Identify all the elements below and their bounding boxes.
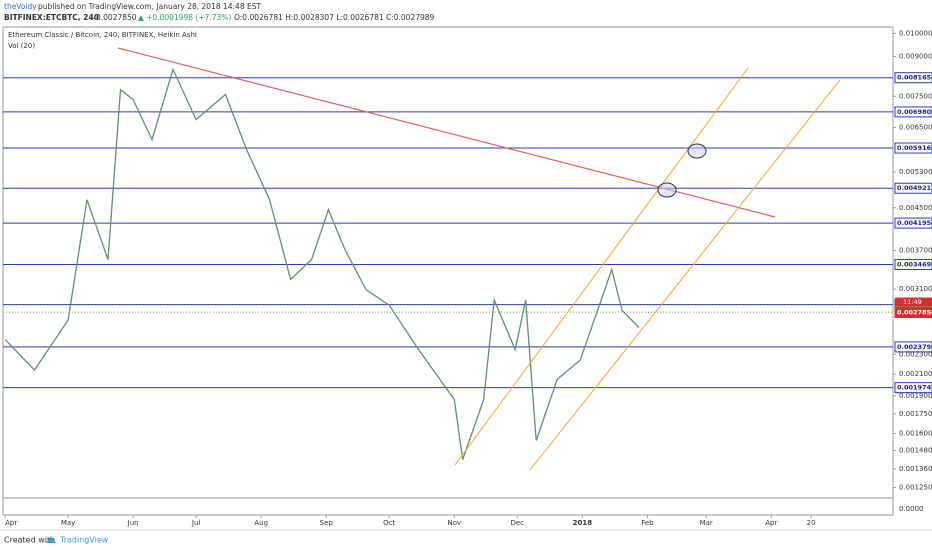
- x-tick-label: 2018: [573, 519, 593, 527]
- x-tick-label: Mar: [700, 519, 713, 527]
- logo: [46, 536, 56, 543]
- footer-created: Created with: [4, 536, 55, 545]
- x-tick-label: Nov: [447, 519, 461, 527]
- pane-subtitle: Vol (20): [8, 42, 35, 50]
- price-box-label: 0.0069808: [897, 108, 932, 116]
- bar-time: 11:49: [903, 298, 922, 306]
- volume-axis-label: 0.0000: [899, 505, 924, 513]
- x-tick-label: Jul: [191, 519, 201, 527]
- published: published on TradingView.com, January 28…: [38, 2, 261, 11]
- price-line: [4, 67, 640, 460]
- x-tick-label: Apr: [765, 519, 777, 527]
- pane-title: Ethereum Classic / Bitcoin, 240, BITFINE…: [8, 31, 197, 39]
- x-tick-label: Oct: [383, 519, 395, 527]
- plot: [4, 67, 640, 460]
- price-box: [894, 182, 932, 194]
- y-tick-label: 0.0012500: [899, 483, 932, 491]
- price-box: [894, 217, 932, 229]
- price-box-label: 0.0023793: [897, 343, 932, 351]
- price-box-label: 0.0081651: [897, 74, 932, 82]
- price-box-label: 0.0041954: [897, 219, 932, 227]
- marker-ellipse: [687, 143, 707, 159]
- plot-frame: [2, 26, 894, 516]
- price-box-label: 0.0019743: [897, 384, 932, 392]
- bar-time-box: [895, 297, 932, 307]
- last: 0.0027850: [96, 13, 137, 22]
- x-tick-label: May: [61, 519, 75, 527]
- channel-line: [454, 67, 749, 466]
- marker-ellipse: [657, 182, 677, 198]
- author[interactable]: theVoidy: [4, 2, 37, 11]
- price-box: [894, 307, 932, 319]
- x-tick-label: Aug: [254, 519, 268, 527]
- x-tick-label: Jun: [127, 519, 139, 527]
- channel-line: [529, 79, 841, 471]
- price-box: [894, 341, 932, 353]
- price-box: [894, 382, 932, 394]
- x-tick-label: Apr: [5, 519, 17, 527]
- price-box: [894, 72, 932, 84]
- x-tick-label: Sep: [320, 519, 334, 527]
- footer-brand[interactable]: TradingView: [59, 536, 109, 545]
- price-box-label: 0.0049211: [897, 184, 932, 192]
- price-box-label: 0.0027850: [897, 309, 932, 317]
- change: ▲ +0.0001998 (+7.73%): [138, 13, 231, 22]
- price-box: [894, 142, 932, 154]
- levels: 0.0081651 0.0069808 0.0059165 0.0049211 0.00…: [3, 72, 932, 394]
- trend-line: [117, 47, 776, 218]
- price-box: [894, 106, 932, 118]
- ohlc: O:0.0026781 H:0.0028307 L:0.0026781 C:0.…: [234, 13, 435, 22]
- x-tick-label: Feb: [641, 519, 654, 527]
- price-box-label: 0.0034699: [897, 261, 932, 269]
- price-box-label: 0.0059165: [897, 144, 932, 152]
- price-box: [894, 259, 932, 271]
- symbol: BITFINEX:ETCBTC, 240: [4, 13, 99, 22]
- x-tick-label: 20: [807, 519, 816, 527]
- x-tick-label: Dec: [510, 519, 524, 527]
